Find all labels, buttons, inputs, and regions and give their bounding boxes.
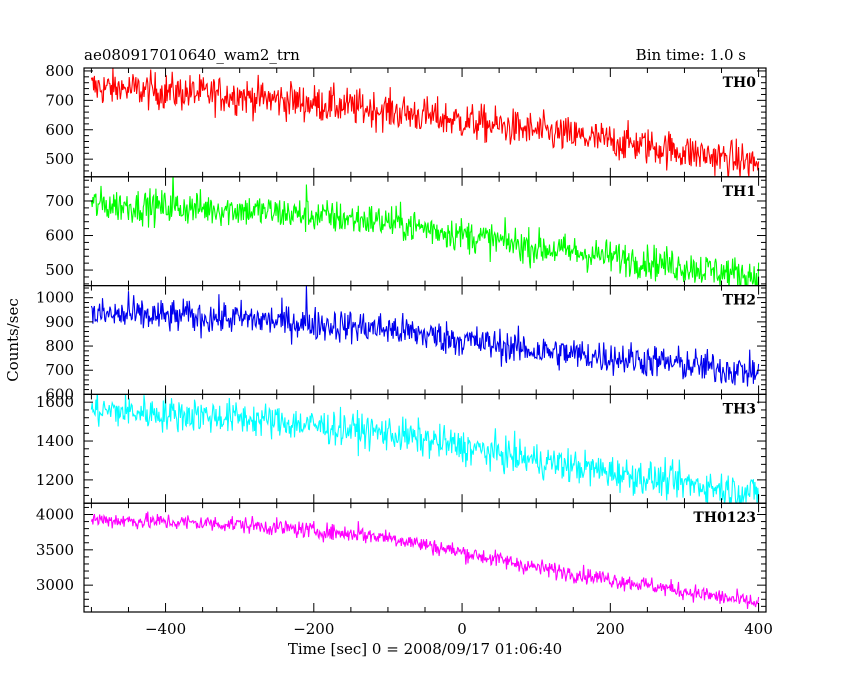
bin-time-label: Bin time: 1.0 s	[636, 46, 746, 64]
chart-title: ae080917010640_wam2_trn	[84, 46, 300, 64]
y-tick-label: 700	[45, 91, 74, 109]
panel-label: TH0123	[693, 510, 756, 526]
y-tick-label: 4000	[36, 506, 74, 524]
y-tick-label: 600	[45, 385, 74, 403]
x-tick-label: 400	[744, 620, 773, 638]
y-tick-label: 1400	[36, 432, 74, 450]
y-tick-label: 600	[45, 121, 74, 139]
series-line-th0	[90, 68, 760, 177]
panel-th0123: TH0123 3000 3500 4000	[36, 502, 767, 613]
y-tick-label: 700	[45, 361, 74, 379]
y-tick-label: 500	[45, 261, 74, 279]
y-tick-label: 3000	[36, 576, 74, 594]
y-tick-label: 500	[45, 150, 74, 168]
series-line-th2	[90, 285, 760, 387]
series-line-th0123	[90, 511, 760, 609]
y-tick-label: 700	[45, 192, 74, 210]
panel-label: TH0	[723, 75, 757, 91]
panel-frame	[83, 502, 767, 613]
y-tick-label: 1600	[36, 393, 74, 411]
y-tick-label: 800	[45, 62, 74, 80]
panel-th2: TH2 600 700 800 900 1000	[36, 285, 767, 403]
y-axis-title: Counts/sec	[4, 298, 22, 382]
panel-th0: TH0 500 600 700 800	[45, 62, 767, 178]
y-tick-label: 900	[45, 313, 74, 331]
panel-label: TH1	[723, 184, 756, 200]
x-tick-label: 200	[596, 620, 625, 638]
series-line-th3	[90, 394, 760, 504]
panel-th1: TH1 500 600 700	[45, 176, 767, 287]
x-axis-title: Time [sec] 0 = 2008/09/17 01:06:40	[288, 640, 562, 658]
x-tick-label: −400	[145, 620, 186, 638]
panel-th3: TH3 1200 1400 1600	[36, 393, 767, 504]
x-tick-label: 0	[457, 620, 467, 638]
panel-frame	[83, 393, 767, 504]
series-line-th1	[90, 176, 760, 286]
y-tick-label: 600	[45, 227, 74, 245]
y-tick-label: 1000	[36, 289, 74, 307]
panel-frame	[83, 176, 767, 287]
panel-label: TH3	[723, 401, 756, 417]
panel-label: TH2	[723, 293, 756, 309]
y-tick-label: 3500	[36, 541, 74, 559]
y-tick-label: 800	[45, 337, 74, 355]
x-axis: −400 −200 0 200 400	[145, 620, 773, 638]
x-tick-label: −200	[293, 620, 334, 638]
y-tick-label: 1200	[36, 471, 74, 489]
